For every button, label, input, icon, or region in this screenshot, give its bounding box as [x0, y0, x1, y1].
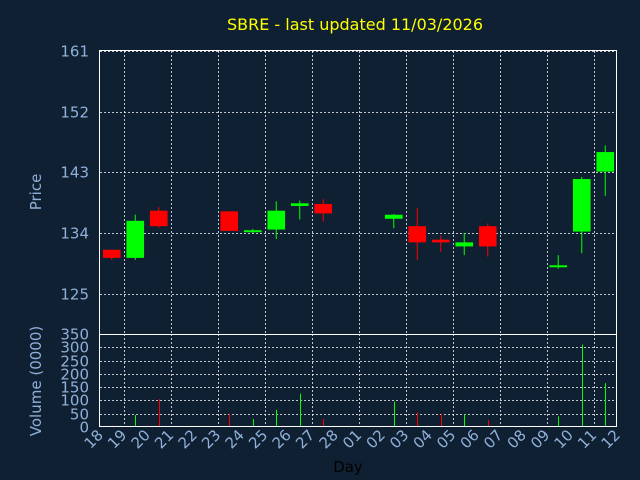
x-tick-label: 11 — [574, 426, 600, 452]
price-tick-label: 152 — [60, 104, 89, 122]
volume-tick-label: 0 — [79, 419, 89, 437]
x-tick-label: 12 — [598, 426, 624, 452]
volume-tick-label: 250 — [60, 353, 89, 371]
price-axis-label: Price — [27, 174, 45, 211]
volume-bars — [112, 344, 606, 427]
candle-body — [220, 211, 239, 231]
candle-body — [549, 265, 568, 268]
candle-body — [572, 179, 591, 232]
candle-body — [314, 203, 333, 214]
volume-tick-label: 350 — [60, 326, 89, 344]
volume-tick-label: 200 — [60, 366, 89, 384]
x-tick-label: 01 — [339, 426, 365, 452]
candle-body — [408, 226, 427, 243]
x-tick-label: 22 — [175, 426, 201, 452]
volume-tick-label: 150 — [60, 379, 89, 397]
x-tick-label: 04 — [410, 426, 436, 452]
volume-tick-label: 300 — [60, 339, 89, 357]
x-tick-label: 26 — [269, 426, 295, 452]
volume-grid — [100, 334, 617, 427]
x-tick-label: 28 — [316, 426, 342, 452]
x-tick-label: 03 — [386, 426, 412, 452]
volume-frame — [99, 334, 617, 427]
price-axis-ticks: 161 152 143 134 125 — [60, 43, 89, 304]
x-tick-label: 19 — [104, 426, 130, 452]
x-tick-label: 20 — [128, 426, 154, 452]
price-candles — [102, 145, 615, 269]
candle-body — [596, 152, 615, 172]
x-axis-label: Day — [333, 458, 363, 476]
candle-body — [384, 214, 403, 219]
volume-tick-label: 50 — [70, 406, 89, 424]
candle-body — [290, 203, 309, 206]
price-grid — [100, 51, 617, 334]
candle-body — [149, 210, 168, 227]
candle-body — [478, 226, 497, 247]
x-tick-label: 05 — [433, 426, 459, 452]
volume-axis-label: Volume (0000) — [27, 326, 45, 436]
candle-body — [455, 242, 474, 247]
chart-title: SBRE - last updated 11/03/2026 — [227, 15, 483, 34]
x-tick-label: 21 — [151, 426, 177, 452]
x-tick-label: 09 — [527, 426, 553, 452]
candle-body — [431, 239, 450, 243]
x-tick-label: 24 — [222, 426, 248, 452]
x-tick-label: 02 — [363, 426, 389, 452]
candle-body — [102, 249, 121, 258]
x-tick-label: 06 — [457, 426, 483, 452]
price-tick-label: 125 — [60, 286, 89, 304]
candle-body — [267, 210, 286, 230]
price-tick-label: 143 — [60, 164, 89, 182]
x-tick-label: 25 — [245, 426, 271, 452]
x-tick-label: 10 — [551, 426, 577, 452]
x-tick-label: 07 — [480, 426, 506, 452]
candle-body — [126, 220, 145, 258]
candle-body — [243, 230, 262, 233]
price-tick-label: 134 — [60, 225, 89, 243]
volume-tick-label: 100 — [60, 392, 89, 410]
x-tick-label: 27 — [292, 426, 318, 452]
x-axis-ticks: 1819202122232425262728010203040506070809… — [81, 426, 624, 452]
x-tick-label: 23 — [198, 426, 224, 452]
price-frame — [99, 50, 617, 335]
x-tick-label: 08 — [504, 426, 530, 452]
price-tick-label: 161 — [60, 43, 89, 61]
